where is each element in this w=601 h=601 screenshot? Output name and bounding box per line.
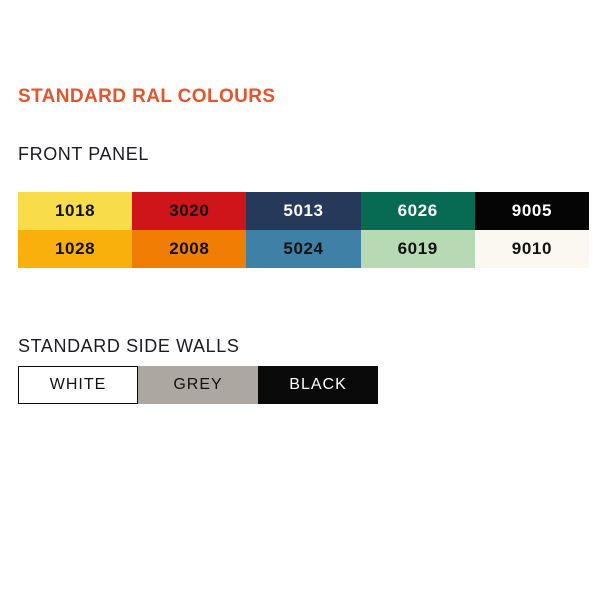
page-title: STANDARD RAL COLOURS — [18, 86, 276, 107]
ral-swatch-5013: 5013 — [246, 192, 361, 230]
front-panel-heading: FRONT PANEL — [18, 144, 149, 164]
side-wall-swatch-white: WHITE — [18, 366, 138, 404]
side-wall-swatch-black: BLACK — [258, 366, 378, 404]
side-walls-swatch-band: WHITE GREY BLACK — [18, 366, 378, 404]
ral-swatch-1028: 1028 — [18, 230, 133, 268]
ral-swatch-5024: 5024 — [246, 230, 361, 268]
front-panel-row-2: 1028 2008 5024 6019 9010 — [18, 230, 590, 268]
ral-swatch-2008: 2008 — [132, 230, 247, 268]
side-wall-swatch-grey: GREY — [138, 366, 258, 404]
ral-swatch-9005: 9005 — [474, 192, 590, 230]
ral-swatch-6019: 6019 — [360, 230, 475, 268]
front-panel-swatch-band: 1018 3020 5013 6026 9005 1028 2008 5024 6019 9010 — [18, 192, 590, 268]
ral-swatch-6026: 6026 — [360, 192, 475, 230]
ral-swatch-9010: 9010 — [474, 230, 590, 268]
ral-swatch-1018: 1018 — [18, 192, 133, 230]
ral-swatch-3020: 3020 — [132, 192, 247, 230]
side-walls-heading: STANDARD SIDE WALLS — [18, 336, 240, 356]
front-panel-row-1: 1018 3020 5013 6026 9005 — [18, 192, 590, 230]
